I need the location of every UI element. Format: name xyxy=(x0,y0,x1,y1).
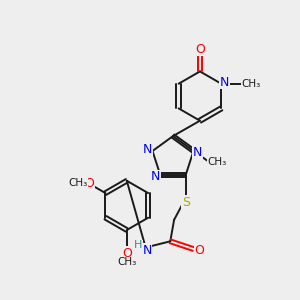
Text: CH₃: CH₃ xyxy=(242,79,261,89)
Text: O: O xyxy=(195,244,205,257)
Text: N: N xyxy=(143,143,153,156)
Text: H: H xyxy=(134,240,142,250)
Text: CH₃: CH₃ xyxy=(208,157,227,167)
Text: N: N xyxy=(220,76,229,89)
Text: S: S xyxy=(182,196,190,208)
Text: O: O xyxy=(122,247,132,260)
Text: O: O xyxy=(195,43,205,56)
Text: N: N xyxy=(193,146,202,159)
Text: O: O xyxy=(84,177,94,190)
Text: N: N xyxy=(151,170,160,183)
Text: CH₃: CH₃ xyxy=(69,178,88,188)
Text: CH₃: CH₃ xyxy=(117,257,136,267)
Text: N: N xyxy=(142,244,152,257)
